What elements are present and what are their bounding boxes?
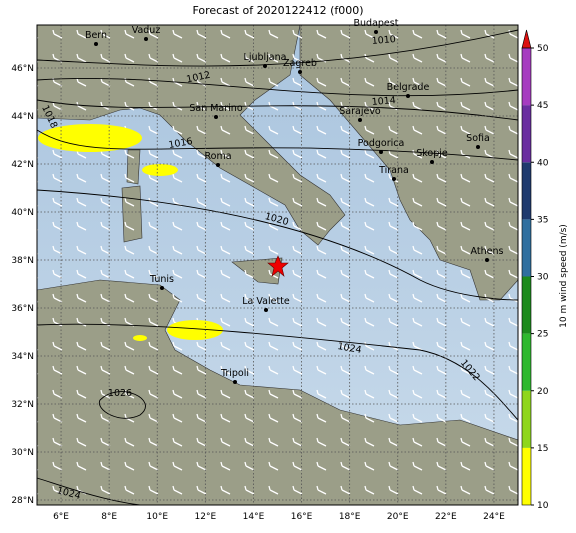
city-label: Tunis <box>149 274 174 285</box>
city-label: Athens <box>471 246 504 257</box>
colorbar-segment <box>522 390 531 448</box>
wind-patches <box>38 124 223 341</box>
city-dot <box>216 163 220 167</box>
colorbar-tick-label: 30 <box>537 273 549 283</box>
colorbar-segment <box>522 333 531 391</box>
city-label: Skopje <box>416 148 448 159</box>
lon-tick-label: 16°E <box>291 512 313 522</box>
colorbar-tick-label: 15 <box>537 444 548 454</box>
city-dot <box>298 70 302 74</box>
colorbar-tick-label: 10 <box>537 501 549 511</box>
isobars <box>36 29 519 506</box>
lat-tick-label: 46°N <box>11 64 34 74</box>
city-dot <box>476 145 480 149</box>
colorbar-segment <box>522 105 531 163</box>
title: Forecast of 2020122412 (f000) <box>192 4 363 17</box>
colorbar-label: 10 m wind speed (m/s) <box>559 224 569 328</box>
lon-tick-label: 8°E <box>101 512 117 522</box>
lon-tick-label: 10°E <box>146 512 168 522</box>
location-star <box>267 255 289 277</box>
lat-tick-label: 34°N <box>11 352 34 362</box>
city-dot <box>358 118 362 122</box>
city-dot <box>430 160 434 164</box>
colorbar-tick-label: 25 <box>537 330 548 340</box>
city-dot <box>379 150 383 154</box>
lon-tick-label: 24°E <box>483 512 505 522</box>
city-label: Bern <box>85 30 107 41</box>
lat-tick-label: 28°N <box>11 496 34 506</box>
city-dot <box>94 42 98 46</box>
isobar-label: 1012 <box>186 70 212 86</box>
city-label: San Marino <box>189 103 242 114</box>
city-label: Belgrade <box>387 82 430 93</box>
city-dot <box>406 94 410 98</box>
city-label: Vaduz <box>132 25 161 36</box>
city-label: Sofia <box>466 133 490 144</box>
colorbar-tick-label: 45 <box>537 101 548 111</box>
lon-tick-label: 18°E <box>339 512 361 522</box>
colorbar-segment <box>522 276 531 334</box>
city-label: Podgorica <box>358 138 405 149</box>
isobar-label: 1024 <box>337 341 363 356</box>
graticule <box>37 25 518 505</box>
colorbar-extend <box>521 29 532 49</box>
city-dot <box>144 37 148 41</box>
colorbar-segment <box>522 447 531 505</box>
isobar-label: 1026 <box>108 388 132 399</box>
lat-tick-label: 44°N <box>11 112 34 122</box>
city-dot <box>264 308 268 312</box>
city-dot <box>263 64 267 68</box>
colorbar-tick-label: 35 <box>537 215 548 225</box>
map-frame <box>36 24 519 506</box>
colorbar-tick-label: 40 <box>537 158 549 168</box>
isobar-label: 1010 <box>371 34 396 47</box>
colorbar-tick-label: 20 <box>537 387 549 397</box>
colorbar: 10 15 20 25 30 35 40 45 50 10 m wind speed (m/s) <box>521 29 569 511</box>
city-dot <box>233 380 237 384</box>
city-dot <box>214 115 218 119</box>
city-label: Zagreb <box>283 58 317 69</box>
lat-tick-label: 36°N <box>11 304 34 314</box>
lat-tick-label: 38°N <box>11 256 34 266</box>
lon-tick-label: 12°E <box>195 512 217 522</box>
lon-tick-label: 22°E <box>435 512 457 522</box>
lat-tick-label: 30°N <box>11 448 34 458</box>
colorbar-segment <box>522 162 531 220</box>
city-label: Budapest <box>354 18 399 29</box>
city-dot <box>485 258 489 262</box>
city-label: La Valette <box>242 296 290 307</box>
colorbar-segment <box>522 219 531 277</box>
isobar-label: 1016 <box>168 136 194 151</box>
city-label: Tripoli <box>220 368 249 379</box>
colorbar-segment <box>522 48 531 106</box>
city-dot <box>392 177 396 181</box>
city-dot <box>160 286 164 290</box>
lon-tick-label: 20°E <box>387 512 409 522</box>
lat-tick-label: 32°N <box>11 400 34 410</box>
city-label: Tirana <box>378 165 409 176</box>
city-label: Roma <box>204 151 231 162</box>
city-label: Ljubljana <box>244 52 287 63</box>
lat-tick-label: 42°N <box>11 160 34 170</box>
colorbar-tick-label: 50 <box>537 44 549 54</box>
city-dot <box>374 30 378 34</box>
lon-tick-label: 6°E <box>53 512 69 522</box>
lon-tick-label: 14°E <box>243 512 265 522</box>
city-label: Sarajevo <box>339 106 381 117</box>
isobar-label: 1014 <box>371 95 396 108</box>
lat-tick-label: 40°N <box>11 208 34 218</box>
